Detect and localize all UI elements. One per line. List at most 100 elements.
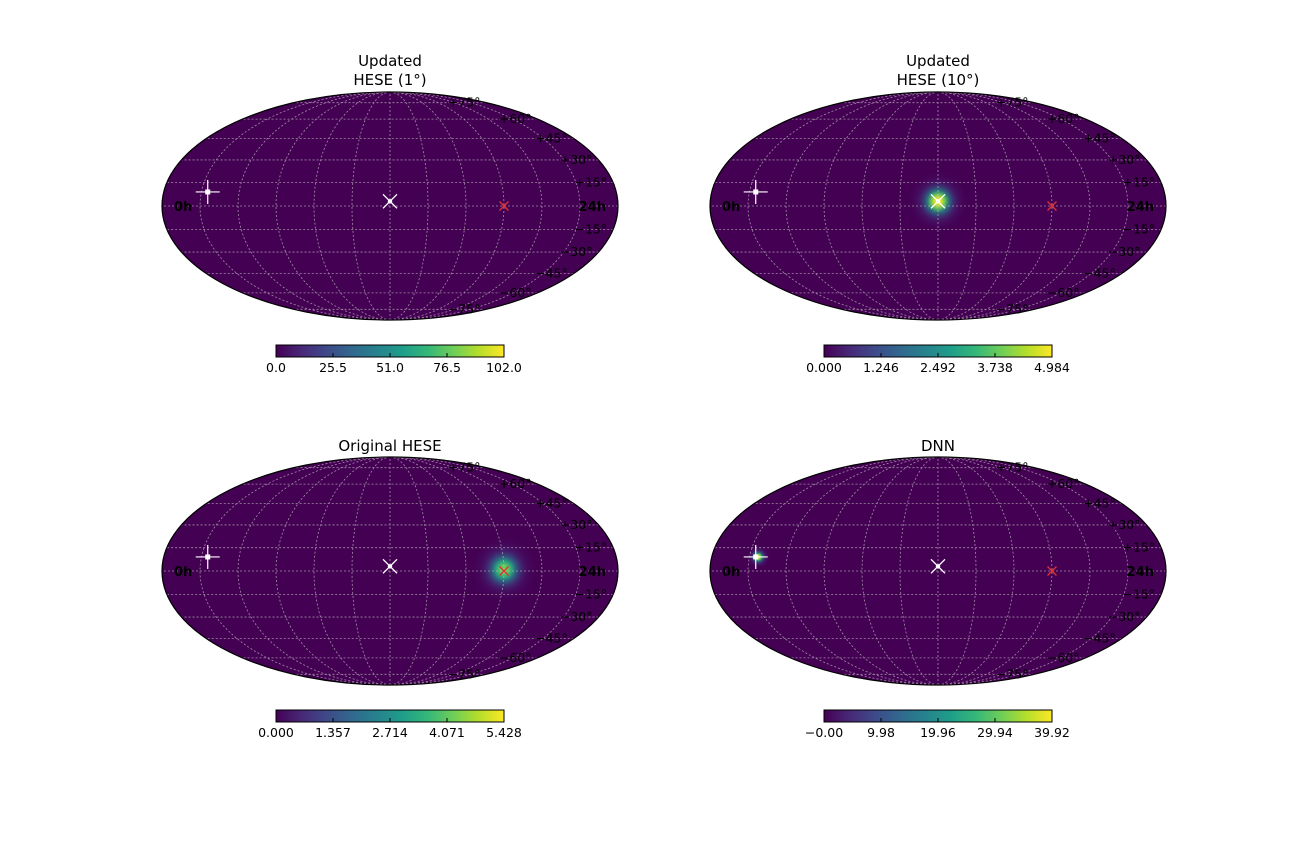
graticule xyxy=(710,92,1166,320)
graticule xyxy=(710,457,1166,685)
meridian-line xyxy=(747,457,939,685)
dec-tick-label: −15° xyxy=(575,586,608,601)
colorbar: −0.00 9.98 19.96 29.94 39.92 xyxy=(805,709,1070,740)
ra-label-right: 0h xyxy=(722,200,740,215)
colorbar-tick-label: 4.984 xyxy=(1034,360,1070,375)
colorbar: 0.0 25.5 51.0 76.5 102.0 xyxy=(266,344,522,375)
ra-label-right: 0h xyxy=(722,565,740,580)
colorbar-tick-label: 102.0 xyxy=(486,360,522,375)
sky-outline xyxy=(709,91,1167,321)
dec-tick-label: +45° xyxy=(535,496,568,511)
meridian-line xyxy=(747,92,939,320)
skymap-panel-4: DNN 24h 0h +75° +60°+45° +30° +15° −15° −30° −45°… xyxy=(709,437,1167,740)
ra-label-left: 24h xyxy=(579,565,606,580)
colorbar-tick-label: 19.96 xyxy=(920,725,956,740)
colorbar-tick-label: 76.5 xyxy=(433,360,461,375)
dec-tick-label: +15° xyxy=(1123,175,1156,190)
dec-tick-label: −30° xyxy=(560,244,593,259)
plus-marker xyxy=(195,179,220,204)
colorbar-tick-label: 3.738 xyxy=(977,360,1013,375)
colorbar: 0.000 1.246 2.492 3.738 4.984 xyxy=(806,344,1070,375)
dec-tick-label: −60° xyxy=(499,650,532,665)
sky-outline xyxy=(709,456,1167,686)
colorbar-tick-label: 0.000 xyxy=(258,725,294,740)
dec-tick-label: +60° xyxy=(499,476,532,491)
dec-tick-label: +75° xyxy=(448,460,481,475)
dec-tick-label: +75° xyxy=(996,460,1029,475)
dec-tick-label: −60° xyxy=(1047,285,1080,300)
colorbar-tick-label: 9.98 xyxy=(867,725,895,740)
dec-tick-label: +30° xyxy=(560,152,593,167)
dec-tick-label: −60° xyxy=(499,285,532,300)
dec-tick-label: −45° xyxy=(535,265,568,280)
panel-title: Updated xyxy=(906,52,970,70)
ra-label-left: 24h xyxy=(579,200,606,215)
panel-title: Updated xyxy=(358,52,422,70)
dec-tick-label: +30° xyxy=(1108,517,1141,532)
dec-tick-label: +60° xyxy=(1047,111,1080,126)
dec-tick-label: −45° xyxy=(1083,630,1116,645)
dec-tick-label: +60° xyxy=(499,111,532,126)
graticule xyxy=(162,457,618,685)
dec-tick-label: +15° xyxy=(575,175,608,190)
dec-tick-label: −15° xyxy=(575,221,608,236)
dec-tick-label: −75° xyxy=(996,666,1029,681)
colorbar: 0.000 1.357 2.714 4.071 5.428 xyxy=(258,709,522,740)
colorbar-tick-label: 2.492 xyxy=(920,360,956,375)
dec-tick-label: −75° xyxy=(448,301,481,316)
colorbar-tick-label: 0.0 xyxy=(266,360,286,375)
dec-tick-label: +45° xyxy=(535,131,568,146)
meridian-line xyxy=(199,92,391,320)
colorbar-tick-label: 1.357 xyxy=(315,725,351,740)
sky-outline xyxy=(161,456,619,686)
colorbar-tick-label: 29.94 xyxy=(977,725,1013,740)
dec-tick-label: −30° xyxy=(1108,244,1141,259)
panel-title: DNN xyxy=(921,437,955,455)
dec-tick-label: +60° xyxy=(1047,476,1080,491)
dec-tick-label: +15° xyxy=(575,540,608,555)
meridian-line xyxy=(199,457,391,685)
dec-tick-label: −60° xyxy=(1047,650,1080,665)
white-x-marker xyxy=(930,193,946,209)
ra-label-left: 24h xyxy=(1127,200,1154,215)
dec-tick-label: +45° xyxy=(1083,496,1116,511)
red-x-marker xyxy=(499,566,509,576)
dec-tick-label: +45° xyxy=(1083,131,1116,146)
ra-label-right: 0h xyxy=(174,565,192,580)
plus-marker xyxy=(195,544,220,569)
colorbar-tick-label: 4.071 xyxy=(429,725,465,740)
red-x-marker xyxy=(1047,201,1057,211)
plus-marker xyxy=(743,544,768,569)
panel-title: HESE (10°) xyxy=(897,71,980,89)
skymap-panel-3: Original HESE 24h 0h +75° +60°+45° +30° +15° −1… xyxy=(161,437,619,740)
graticule xyxy=(162,92,618,320)
red-x-marker xyxy=(1047,566,1057,576)
colorbar-tick-label: 5.428 xyxy=(486,725,522,740)
red-x-marker xyxy=(499,201,509,211)
white-x-marker xyxy=(930,558,946,574)
dec-tick-label: −45° xyxy=(1083,265,1116,280)
colorbar-tick-label: 0.000 xyxy=(806,360,842,375)
dec-tick-label: +15° xyxy=(1123,540,1156,555)
white-x-marker xyxy=(382,558,398,574)
ra-label-right: 0h xyxy=(174,200,192,215)
dec-tick-label: +75° xyxy=(996,95,1029,110)
plus-marker xyxy=(743,179,768,204)
dec-tick-label: −15° xyxy=(1123,221,1156,236)
colorbar-tick-label: 51.0 xyxy=(376,360,404,375)
dec-tick-label: +30° xyxy=(560,517,593,532)
dec-tick-label: +30° xyxy=(1108,152,1141,167)
colorbar-tick-label: −0.00 xyxy=(805,725,843,740)
dec-tick-label: −45° xyxy=(535,630,568,645)
sky-outline xyxy=(161,91,619,321)
ra-label-left: 24h xyxy=(1127,565,1154,580)
panel-title: HESE (1°) xyxy=(353,71,426,89)
white-x-marker xyxy=(382,193,398,209)
dec-tick-label: −15° xyxy=(1123,586,1156,601)
colorbar-tick-label: 1.246 xyxy=(863,360,899,375)
dec-tick-label: +75° xyxy=(448,95,481,110)
panel-title: Original HESE xyxy=(338,437,441,455)
